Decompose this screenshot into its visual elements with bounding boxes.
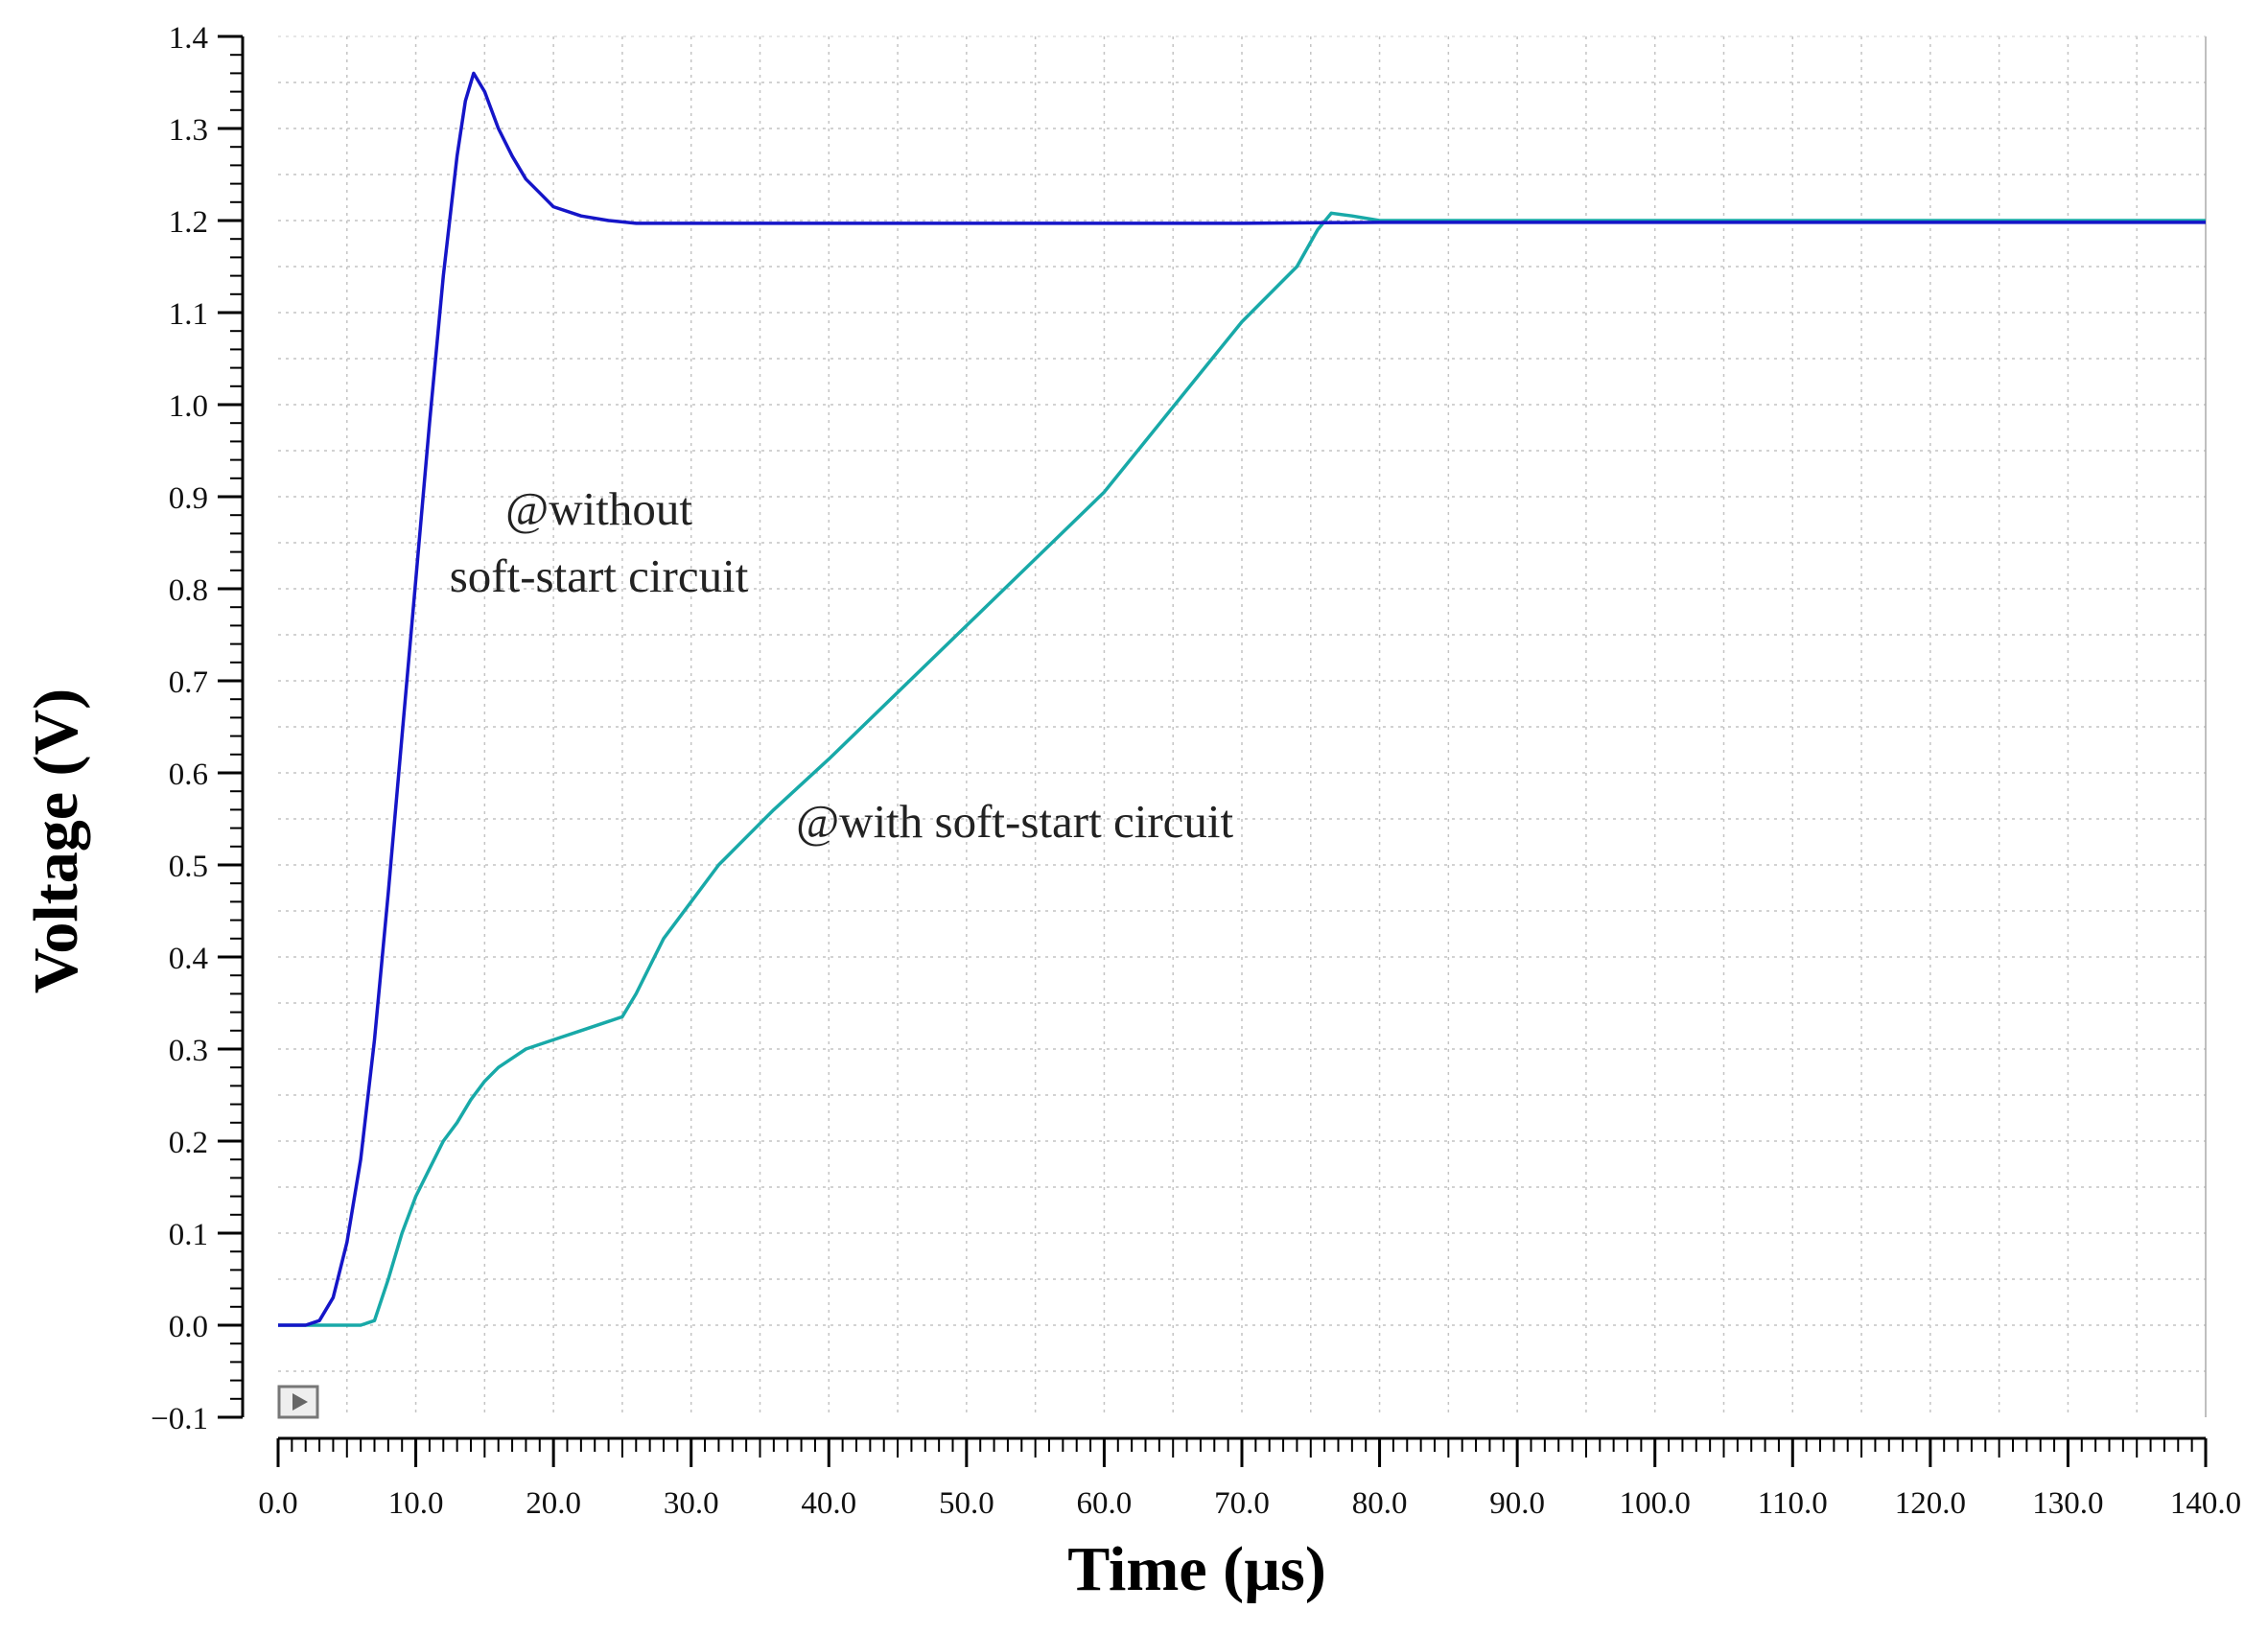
x-tick-label: 10.0	[388, 1486, 444, 1521]
x-tick-label: 30.0	[664, 1486, 719, 1521]
y-tick-label: 0.7	[169, 665, 208, 700]
y-tick-label: 0.6	[169, 758, 208, 792]
y-tick-label: 0.2	[169, 1126, 208, 1160]
grid	[278, 36, 2206, 1417]
x-tick-label: 20.0	[526, 1486, 581, 1521]
y-tick-label: 1.0	[169, 389, 208, 424]
y-tick-label: 1.4	[169, 21, 208, 56]
y-tick-label: 1.1	[169, 297, 208, 332]
x-tick-label: 140.0	[2170, 1486, 2241, 1521]
y-tick-label: 0.1	[169, 1218, 208, 1252]
series-line-1	[278, 71, 2206, 1327]
series-layer	[278, 71, 2206, 1327]
x-tick-label: 60.0	[1077, 1486, 1133, 1521]
y-tick-label: 0.9	[169, 481, 208, 516]
plot-frame	[278, 35, 2207, 1417]
annotation-1-line-2: soft-start circuit	[450, 549, 749, 602]
x-tick-label: 70.0	[1214, 1486, 1270, 1521]
x-tick-label: 40.0	[801, 1486, 856, 1521]
x-tick-label: 110.0	[1758, 1486, 1828, 1521]
x-tick-label: 90.0	[1489, 1486, 1545, 1521]
y-tick-label: 0.4	[169, 942, 208, 976]
x-axis-title: Time (µs)	[1067, 1534, 1326, 1604]
y-tick-label: 0.3	[169, 1034, 208, 1068]
run-marker-icon	[277, 1385, 319, 1419]
y-tick-label: 1.2	[169, 205, 208, 240]
y-tick-label: −0.1	[151, 1402, 208, 1436]
annotation-2-line-1: @with soft-start circuit	[796, 795, 1233, 848]
y-tick-label: 1.3	[169, 113, 208, 148]
x-axis: 0.0 10.0 20.0 30.0 40.0 50.0 60.0 70.0 80.0 90.0 1…	[258, 1436, 2241, 1521]
annotations: @without soft-start circuit @with soft-sta…	[450, 482, 1234, 848]
y-axis-title: Voltage (V)	[21, 688, 91, 993]
y-tick-label: 0.8	[169, 573, 208, 608]
x-tick-label: 120.0	[1895, 1486, 1966, 1521]
x-tick-label: 80.0	[1352, 1486, 1408, 1521]
x-tick-label: 50.0	[939, 1486, 994, 1521]
y-tick-label: 0.0	[169, 1310, 208, 1344]
x-tick-label: 130.0	[2032, 1486, 2103, 1521]
y-axis: −0.1 0.0 0.1 0.2 0.3 0.4 0.5 0.6 0.7 0.8 0.9 1.0 1.1…	[151, 21, 245, 1436]
annotation-1-line-1: @without	[505, 482, 692, 535]
series-line-2	[278, 211, 2206, 1327]
x-tick-label: 100.0	[1620, 1486, 1691, 1521]
x-tick-label: 0.0	[258, 1486, 297, 1521]
y-tick-label: 0.5	[169, 850, 208, 884]
